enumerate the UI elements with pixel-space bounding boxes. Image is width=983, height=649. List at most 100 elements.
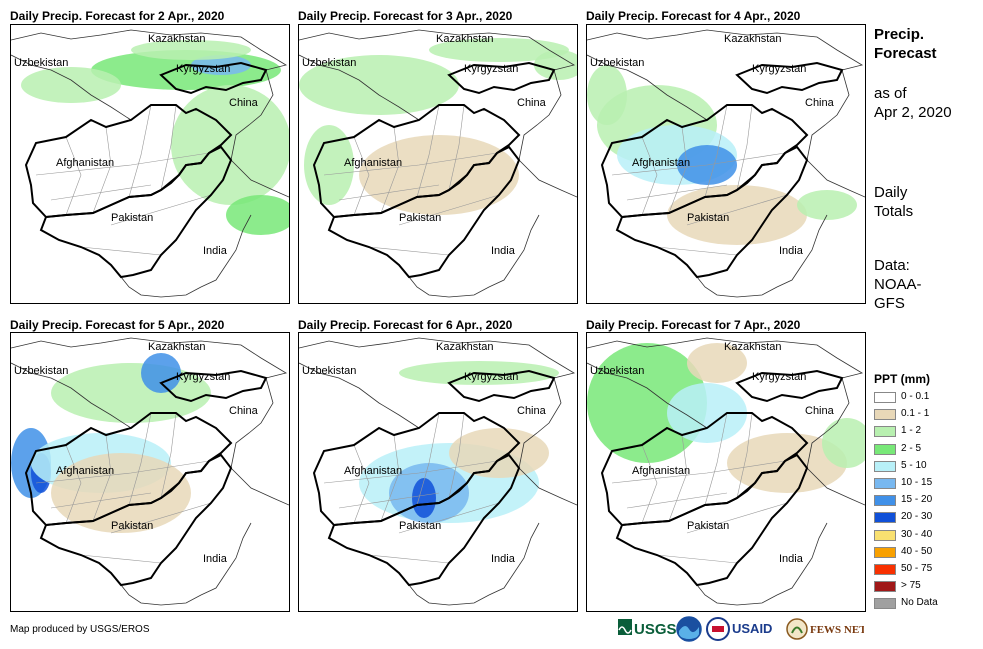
province-border [110, 502, 212, 534]
country-label-afghanistan: Afghanistan [56, 465, 115, 477]
country-label-uzbekistan: Uzbekistan [590, 365, 645, 377]
precip-area [191, 55, 251, 75]
province-border [128, 104, 152, 198]
noaa-logo-icon [676, 616, 702, 642]
country-label-india: India [491, 245, 515, 257]
country-border [299, 337, 576, 379]
province-border [641, 136, 658, 216]
panel-title-apr4: Daily Precip. Forecast for 4 Apr., 2020 [586, 9, 801, 23]
svg-text:USGS: USGS [634, 621, 677, 638]
province-border [416, 412, 440, 506]
legend-swatch [874, 443, 896, 455]
country-label-afghanistan: Afghanistan [56, 157, 115, 169]
province-border [668, 126, 688, 214]
map-svg [11, 337, 289, 606]
legend-swatch [874, 529, 896, 541]
precip-area [667, 185, 807, 245]
legend-swatch [874, 495, 896, 507]
fewsnet-logo: FEWS NET [786, 616, 867, 642]
province-border [80, 554, 162, 564]
country-label-kyrgyzstan: Kyrgyzstan [752, 63, 807, 75]
svg-text:USAID: USAID [732, 621, 772, 636]
country-border [806, 69, 865, 198]
province-border [380, 126, 400, 214]
province-border [338, 184, 440, 201]
country-border [518, 69, 577, 198]
province-border [704, 104, 728, 198]
country-label-china: China [517, 97, 546, 109]
province-border [50, 492, 152, 509]
province-border [626, 184, 728, 201]
province-border [92, 434, 112, 522]
precip-area [304, 125, 354, 205]
country-label-kazakhstan: Kazakhstan [436, 341, 494, 353]
legend-label: 15 - 20 [901, 494, 933, 506]
country-border [299, 362, 420, 429]
panel-title-apr5: Daily Precip. Forecast for 5 Apr., 2020 [10, 318, 225, 332]
precip-area [131, 40, 251, 60]
legend-swatch [874, 392, 896, 403]
province-border [611, 152, 786, 176]
legend-swatch [874, 512, 896, 524]
country-label-afghanistan: Afghanistan [632, 157, 691, 169]
focus-country-border [735, 61, 844, 95]
legend-label: 20 - 30 [901, 511, 933, 523]
sidebar-data-line1: Data: [874, 257, 910, 274]
country-border [518, 377, 577, 506]
country-label-china: China [805, 97, 834, 109]
map-panel-apr5: Kazakhstan Uzbekistan Kyrgyzstan China Afgha… [10, 332, 290, 612]
country-label-kazakhstan: Kazakhstan [436, 33, 494, 45]
province-border [160, 412, 177, 499]
province-border [380, 434, 400, 522]
precip-area [226, 195, 289, 235]
country-label-pakistan: Pakistan [399, 520, 442, 532]
country-label-india: India [779, 245, 803, 257]
country-label-afghanistan: Afghanistan [344, 465, 403, 477]
province-border [368, 554, 450, 564]
focus-country-border [39, 453, 233, 587]
country-label-afghanistan: Afghanistan [344, 157, 403, 169]
map-panel-apr6: Kazakhstan Uzbekistan Kyrgyzstan China Afgha… [298, 332, 578, 612]
sidebar-data-line2: NOAA- [874, 276, 922, 293]
focus-country-border [159, 369, 268, 403]
panel-title-apr6: Daily Precip. Forecast for 6 Apr., 2020 [298, 318, 513, 332]
province-border [160, 104, 177, 191]
usgs-logo: USGS [618, 616, 686, 642]
legend-label: > 75 [901, 580, 921, 592]
legend-label: 40 - 50 [901, 545, 933, 557]
precip-area [171, 85, 289, 205]
province-border [110, 194, 212, 226]
svg-text:FEWS NET: FEWS NET [810, 624, 864, 636]
precip-area [359, 135, 519, 215]
province-border [368, 246, 450, 256]
precip-area [822, 418, 865, 468]
focus-country-border [447, 61, 556, 95]
country-label-india: India [491, 553, 515, 565]
province-border [611, 460, 786, 484]
country-label-uzbekistan: Uzbekistan [302, 57, 357, 69]
country-label-china: China [229, 97, 258, 109]
country-border [587, 29, 864, 71]
precip-area [449, 428, 549, 478]
country-border [230, 69, 289, 198]
legend-swatch [874, 426, 896, 438]
legend-label: 0.1 - 1 [901, 408, 930, 420]
country-border [408, 214, 540, 298]
country-border [299, 54, 420, 121]
precip-area [587, 65, 627, 125]
country-border [806, 377, 865, 506]
sidebar-totals-line1: Daily [874, 184, 908, 201]
focus-country-border [327, 145, 521, 279]
map-svg [587, 337, 865, 606]
map-svg [299, 337, 577, 606]
country-label-uzbekistan: Uzbekistan [302, 365, 357, 377]
country-label-china: China [517, 405, 546, 417]
province-border [65, 136, 82, 216]
country-border [120, 522, 252, 606]
country-label-kazakhstan: Kazakhstan [724, 33, 782, 45]
country-border [11, 54, 132, 121]
legend-label: No Data [901, 597, 938, 609]
legend-label: 50 - 75 [901, 563, 933, 574]
usaid-logo: USAID [706, 616, 786, 642]
sidebar-asof-date: Apr 2, 2020 [874, 104, 952, 121]
